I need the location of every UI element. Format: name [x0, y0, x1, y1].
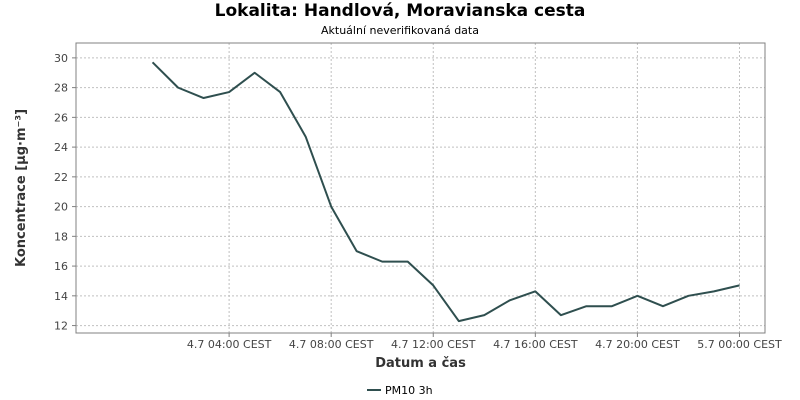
x-tick-label: 4.7 04:00 CEST	[187, 338, 272, 351]
y-tick-label: 24	[54, 141, 68, 154]
y-tick-label: 26	[54, 111, 68, 124]
chart-title: Lokalita: Handlová, Moravianska cesta	[214, 1, 586, 21]
x-tick-label: 5.7 00:00 CEST	[697, 338, 782, 351]
legend-label: PM10 3h	[385, 384, 433, 397]
x-tick-label: 4.7 12:00 CEST	[391, 338, 476, 351]
y-tick-label: 28	[54, 82, 68, 95]
plot-area	[76, 43, 765, 333]
y-tick-label: 20	[54, 201, 68, 214]
x-tick-label: 4.7 20:00 CEST	[595, 338, 680, 351]
x-tick-label: 4.7 16:00 CEST	[493, 338, 578, 351]
y-tick-label: 18	[54, 230, 68, 243]
x-axis-title: Datum a čas	[375, 356, 466, 371]
y-tick-label: 12	[54, 320, 68, 333]
y-tick-label: 22	[54, 171, 68, 184]
y-axis-title: Koncentrace [µg·m⁻³]	[14, 109, 29, 267]
y-tick-label: 14	[54, 290, 68, 303]
y-tick-label: 30	[54, 52, 68, 65]
chart-subtitle: Aktuální neverifikovaná data	[321, 24, 479, 37]
series-line-pm10	[151, 61, 740, 323]
plot-border	[75, 42, 766, 334]
x-tick-label: 4.7 08:00 CEST	[289, 338, 374, 351]
y-tick-label: 16	[54, 260, 68, 273]
